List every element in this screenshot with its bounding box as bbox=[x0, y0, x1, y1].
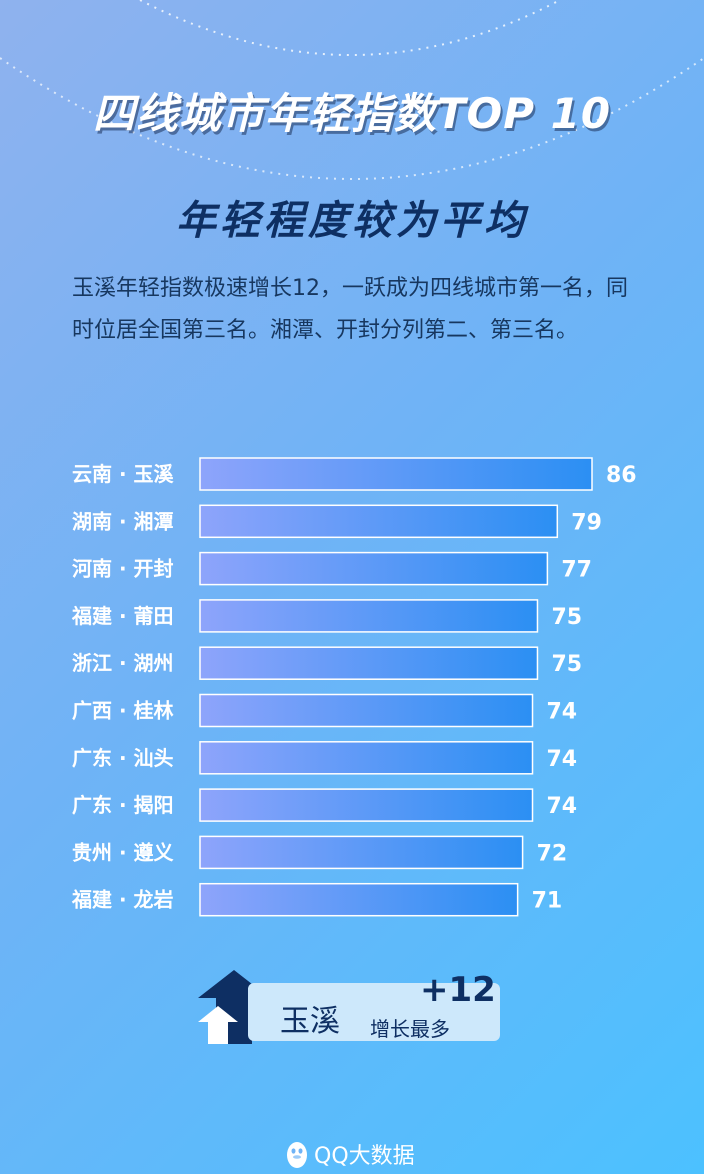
category-label: 福建 · 莆田 bbox=[71, 604, 174, 628]
category-label: 贵州 · 遵义 bbox=[72, 840, 174, 864]
highlight-badge bbox=[248, 983, 500, 1041]
category-label: 湖南 · 湘潭 bbox=[72, 509, 174, 533]
page-subtitle: 年轻程度较为平均 bbox=[176, 198, 528, 244]
category-label: 福建 · 龙岩 bbox=[71, 888, 174, 912]
bar bbox=[199, 457, 593, 491]
value-label: 71 bbox=[532, 889, 563, 914]
value-label: 79 bbox=[571, 510, 602, 535]
category-label: 广东 · 揭阳 bbox=[72, 793, 174, 817]
description-text: 玉溪年轻指数极速增长12，一跃成为四线城市第一名，同时位居全国第三名。湘潭、开封… bbox=[72, 276, 628, 343]
bar bbox=[199, 788, 534, 822]
value-label: 86 bbox=[606, 463, 637, 488]
value-label: 77 bbox=[561, 558, 592, 583]
bar-chart: 云南 · 玉溪 86 湖南 · 湘潭 79 河南 · 开封 77 福建 · 莆田 75 浙江 ·… bbox=[71, 457, 637, 917]
value-label: 75 bbox=[551, 605, 582, 630]
brand-name: QQ大数据 bbox=[314, 1144, 415, 1169]
highlight-city: 玉溪 bbox=[280, 1004, 340, 1039]
category-label: 浙江 · 湖州 bbox=[72, 651, 174, 675]
value-label: 72 bbox=[537, 841, 568, 866]
bar bbox=[199, 599, 539, 633]
value-label: 74 bbox=[547, 700, 578, 725]
value-label: 74 bbox=[547, 747, 578, 772]
bar bbox=[199, 741, 534, 775]
category-label: 广西 · 桂林 bbox=[72, 699, 174, 723]
bar bbox=[199, 504, 559, 539]
brand-footer: QQ大数据 bbox=[284, 1136, 415, 1172]
highlight-delta: +12 bbox=[420, 970, 496, 1010]
value-label: 75 bbox=[551, 652, 582, 677]
page-title: 四线城市年轻指数TOP 10 bbox=[92, 89, 612, 138]
category-label: 河南 · 开封 bbox=[72, 557, 174, 581]
qq-penguin-icon bbox=[287, 1142, 307, 1168]
bar bbox=[199, 551, 549, 586]
highlight-caption: 增长最多 bbox=[370, 1017, 450, 1041]
bar bbox=[199, 646, 539, 680]
bar bbox=[199, 882, 519, 917]
category-label: 广东 · 汕头 bbox=[72, 746, 174, 770]
bar bbox=[199, 693, 534, 728]
value-label: 74 bbox=[547, 794, 578, 819]
category-label: 云南 · 玉溪 bbox=[72, 462, 175, 486]
bar bbox=[199, 835, 524, 870]
